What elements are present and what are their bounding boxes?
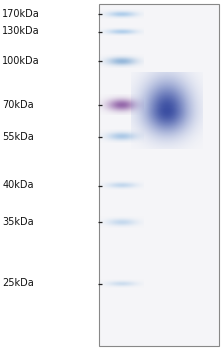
- Bar: [99, 4, 219, 346]
- Text: 100kDa: 100kDa: [2, 56, 40, 66]
- Text: 55kDa: 55kDa: [2, 132, 34, 141]
- Text: 40kDa: 40kDa: [2, 181, 34, 190]
- Text: 170kDa: 170kDa: [2, 9, 40, 19]
- Text: 25kDa: 25kDa: [2, 279, 34, 288]
- Text: 35kDa: 35kDa: [2, 217, 34, 227]
- Text: 70kDa: 70kDa: [2, 100, 34, 110]
- Text: 130kDa: 130kDa: [2, 27, 40, 36]
